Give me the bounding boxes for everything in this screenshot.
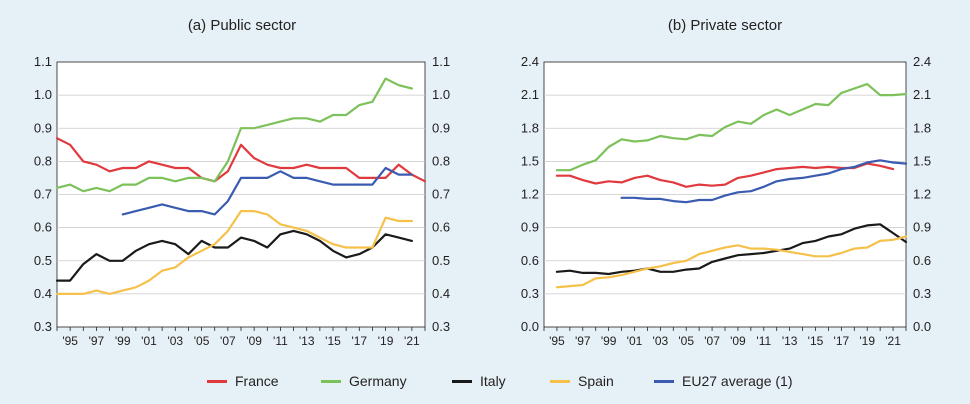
y-tick-right-b: 0.6 (913, 253, 931, 268)
x-tick-label-b: '11 (756, 334, 771, 348)
panel-a-title: (a) Public sector (187, 17, 297, 34)
y-tick-left-a: 0.9 (34, 120, 52, 135)
x-tick-label-b: '99 (601, 334, 617, 348)
y-tick-left-b: 1.5 (521, 153, 539, 168)
y-tick-left-a: 0.6 (34, 220, 52, 235)
series-line-italy-a (55, 229, 413, 282)
legend-item-spain: Spain (550, 373, 614, 389)
y-tick-left-b: 2.1 (521, 87, 539, 102)
y-tick-right-b: 2.4 (913, 54, 931, 69)
series-line-spain-b (555, 235, 908, 289)
y-tick-left-b: 0.9 (521, 220, 539, 235)
x-tick-label-a: '03 (167, 334, 183, 348)
x-tick-label-a: '01 (141, 334, 157, 348)
x-tick-label-a: '09 (246, 334, 262, 348)
legend-item-france: France (207, 373, 279, 389)
y-tick-right-b: 1.5 (913, 153, 931, 168)
x-tick-label-b: '95 (549, 334, 565, 348)
legend-item-italy: Italy (452, 373, 506, 389)
x-tick-label-a: '99 (115, 334, 131, 348)
y-tick-left-a: 0.7 (34, 187, 52, 202)
legend-item-eu27: EU27 average (1) (654, 373, 793, 389)
x-tick-label-a: '21 (404, 334, 420, 348)
y-tick-right-a: 1.0 (432, 87, 450, 102)
legend-label-italy: Italy (480, 373, 506, 389)
y-tick-left-a: 0.3 (34, 319, 52, 334)
x-tick-label-a: '15 (325, 334, 341, 348)
x-tick-label-b: '17 (834, 334, 850, 348)
legend-label-france: France (235, 373, 279, 389)
y-tick-left-a: 1.0 (34, 87, 52, 102)
y-tick-right-a: 0.8 (432, 153, 450, 168)
x-tick-label-b: '09 (730, 334, 746, 348)
y-tick-left-b: 0.6 (521, 253, 539, 268)
y-tick-right-b: 1.2 (913, 187, 931, 202)
y-tick-right-b: 0.0 (913, 319, 931, 334)
y-tick-right-b: 2.1 (913, 87, 931, 102)
y-tick-right-a: 0.7 (432, 187, 450, 202)
panel-b-title: (b) Private sector (667, 17, 783, 34)
y-tick-right-b: 0.9 (913, 220, 931, 235)
y-tick-left-b: 1.2 (521, 187, 539, 202)
x-tick-label-b: '97 (575, 334, 591, 348)
y-tick-left-a: 0.4 (34, 286, 52, 301)
y-tick-left-a: 0.8 (34, 153, 52, 168)
x-tick-label-a: '17 (351, 334, 367, 348)
y-tick-left-b: 2.4 (521, 54, 539, 69)
legend-swatch-france (207, 379, 227, 383)
y-tick-left-b: 0.3 (521, 286, 539, 301)
x-tick-label-a: '19 (378, 334, 394, 348)
legend-label-germany: Germany (349, 373, 407, 389)
y-tick-right-b: 0.3 (913, 286, 931, 301)
legend: France Germany Italy Spain EU27 average … (0, 373, 970, 395)
y-tick-right-a: 0.4 (432, 286, 450, 301)
legend-swatch-spain (550, 379, 570, 383)
legend-item-germany: Germany (321, 373, 407, 389)
y-tick-right-a: 0.9 (432, 120, 450, 135)
x-tick-label-b: '01 (627, 334, 643, 348)
series-line-spain-a (55, 210, 413, 295)
y-tick-left-b: 1.8 (521, 120, 539, 135)
y-tick-left-a: 1.1 (34, 54, 52, 69)
y-tick-right-a: 1.1 (432, 54, 450, 69)
x-tick-label-b: '13 (782, 334, 798, 348)
x-tick-label-a: '05 (194, 334, 210, 348)
x-tick-label-a: '07 (220, 334, 236, 348)
series-line-germany-a (55, 77, 413, 193)
x-tick-label-a: '11 (273, 334, 288, 348)
legend-label-eu27: EU27 average (1) (682, 373, 793, 389)
y-tick-right-b: 1.8 (913, 120, 931, 135)
x-tick-label-b: '19 (859, 334, 875, 348)
legend-label-spain: Spain (578, 373, 614, 389)
x-tick-label-b: '07 (704, 334, 720, 348)
series-line-france-a (55, 137, 427, 183)
x-tick-label-a: '97 (89, 334, 105, 348)
x-tick-label-b: '21 (885, 334, 901, 348)
series-line-eu27-average-1-b (620, 159, 908, 204)
legend-swatch-italy (452, 379, 472, 383)
y-tick-left-a: 0.5 (34, 253, 52, 268)
series-line-eu27-average-1-a (121, 166, 413, 216)
x-tick-label-b: '03 (653, 334, 669, 348)
x-tick-label-a: '95 (62, 334, 78, 348)
x-tick-label-a: '13 (299, 334, 315, 348)
y-tick-right-a: 0.6 (432, 220, 450, 235)
x-tick-label-b: '05 (678, 334, 694, 348)
y-tick-right-a: 0.3 (432, 319, 450, 334)
legend-swatch-eu27 (654, 379, 674, 383)
y-tick-right-a: 0.5 (432, 253, 450, 268)
series-line-france-b (555, 162, 895, 188)
y-tick-left-b: 0.0 (521, 319, 539, 334)
series-line-italy-b (555, 223, 908, 276)
x-tick-label-b: '15 (808, 334, 824, 348)
legend-swatch-germany (321, 379, 341, 383)
series-line-germany-b (555, 83, 908, 172)
